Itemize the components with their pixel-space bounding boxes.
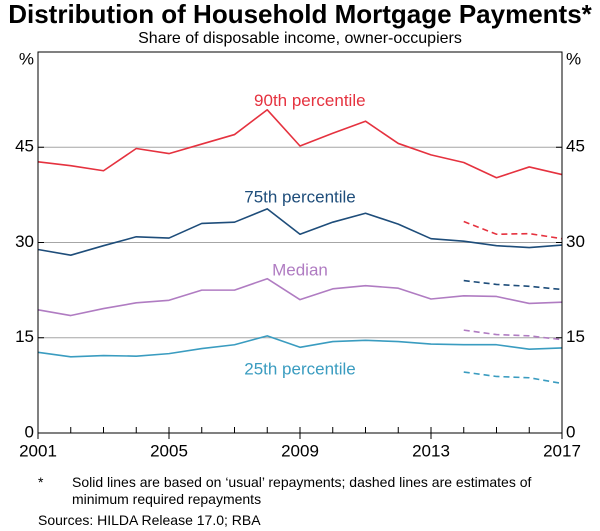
series-label-3: 25th percentile: [244, 360, 356, 379]
series-labels: 90th percentile 75th percentile Median 25th…: [244, 91, 365, 379]
ytick-label-right-45: 45: [566, 137, 585, 156]
ytick-label-left-45: 45: [15, 137, 34, 156]
ytick-label-right-0: 0: [566, 422, 575, 441]
series-label-2: Median: [272, 261, 328, 280]
axis-ticks: [37, 146, 563, 439]
ytick-label-right-15: 15: [566, 327, 585, 346]
yunit-left: %: [19, 49, 34, 68]
sources-note: Sources: HILDA Release 17.0; RBA: [38, 512, 261, 528]
series-label-0: 90th percentile: [254, 91, 366, 110]
chart-title: Distribution of Household Mortgage Payme…: [8, 0, 592, 29]
series-line-0: [37, 108, 563, 179]
series-dashed-3: [463, 371, 563, 385]
series-line-1: [37, 208, 563, 256]
ytick-label-left-15: 15: [15, 327, 34, 346]
series-line-2: [37, 277, 563, 317]
xtick-label-2005: 2005: [150, 441, 188, 460]
xtick-label-2017: 2017: [543, 441, 581, 460]
tick-labels: 0 0 15 15 30 30 45 45% % 2001 2005 2009 2013 2017: [15, 49, 585, 460]
xtick-label-2001: 2001: [19, 441, 57, 460]
series-label-1: 75th percentile: [244, 188, 356, 207]
series-dashed-0: [463, 220, 563, 240]
yunit-right: %: [566, 49, 581, 68]
xtick-label-2009: 2009: [281, 441, 319, 460]
footnote-text: Solid lines are based on ‘usual’ repayme…: [72, 474, 532, 507]
ytick-label-right-30: 30: [566, 232, 585, 251]
series-line-3: [37, 335, 563, 358]
footnote-marker: *: [38, 474, 44, 490]
ytick-label-left-30: 30: [15, 232, 34, 251]
series-dashed-2: [463, 329, 563, 341]
xtick-label-2013: 2013: [412, 441, 450, 460]
ytick-label-left-0: 0: [25, 422, 34, 441]
chart-subtitle: Share of disposable income, owner-occupi…: [138, 30, 462, 47]
series-lines: [37, 108, 563, 385]
series-dashed-1: [463, 279, 563, 291]
